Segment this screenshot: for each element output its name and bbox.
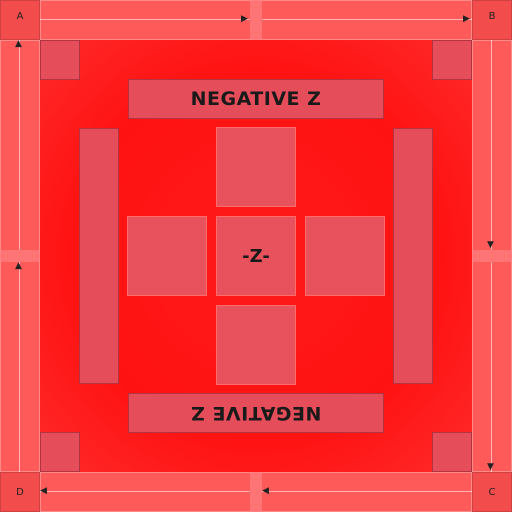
arrow-icon: ▼ (487, 240, 494, 250)
seam-left (0, 250, 40, 262)
title-banner-bottom: NEGATIVE Z (128, 393, 384, 433)
side-bar-left (79, 128, 119, 384)
cross-square-bottom (216, 305, 296, 385)
corner-label-a: A (16, 11, 24, 22)
cross-square-top (216, 127, 296, 207)
guide-line-left (19, 40, 20, 250)
cross-square-left (127, 216, 207, 296)
seam-bottom (250, 472, 262, 512)
guide-line-right (491, 40, 492, 250)
seam-top (250, 0, 262, 40)
inner-corner-top-right (432, 40, 472, 80)
guide-line-bottom (40, 491, 250, 492)
arrow-icon: ▶ (241, 14, 248, 24)
title-banner-top: NEGATIVE Z (128, 79, 384, 119)
arrow-icon: ▲ (15, 39, 22, 49)
corner-bottom-right: C (472, 472, 512, 512)
guide-line-right-lower (491, 262, 492, 472)
guide-line-top (40, 19, 250, 20)
corner-label-c: C (488, 487, 496, 498)
inner-corner-bottom-right (432, 432, 472, 472)
arrow-icon: ◀ (262, 486, 269, 496)
seam-right (472, 250, 512, 262)
corner-label-b: B (488, 11, 496, 22)
corner-bottom-left: D (0, 472, 40, 512)
title-bottom-mirrored: NEGATIVE Z (190, 402, 322, 424)
arrow-icon: ◀ (40, 486, 47, 496)
arrow-icon: ▲ (15, 261, 22, 271)
cross-square-right (305, 216, 385, 296)
guide-line-bottom-right (262, 491, 472, 492)
corner-label-d: D (16, 487, 24, 498)
guide-line-left-lower (19, 262, 20, 472)
arrow-icon: ▶ (463, 14, 470, 24)
inner-corner-top-left (40, 40, 80, 80)
inner-corner-bottom-left (40, 432, 80, 472)
cross-square-center: -Z- (216, 216, 296, 296)
corner-top-left: A (0, 0, 40, 40)
center-label: -Z- (242, 245, 270, 267)
arrow-icon: ▼ (487, 462, 494, 472)
side-bar-right (393, 128, 433, 384)
corner-top-right: B (472, 0, 512, 40)
guide-line-top-right (262, 19, 472, 20)
title-top: NEGATIVE Z (190, 88, 322, 110)
